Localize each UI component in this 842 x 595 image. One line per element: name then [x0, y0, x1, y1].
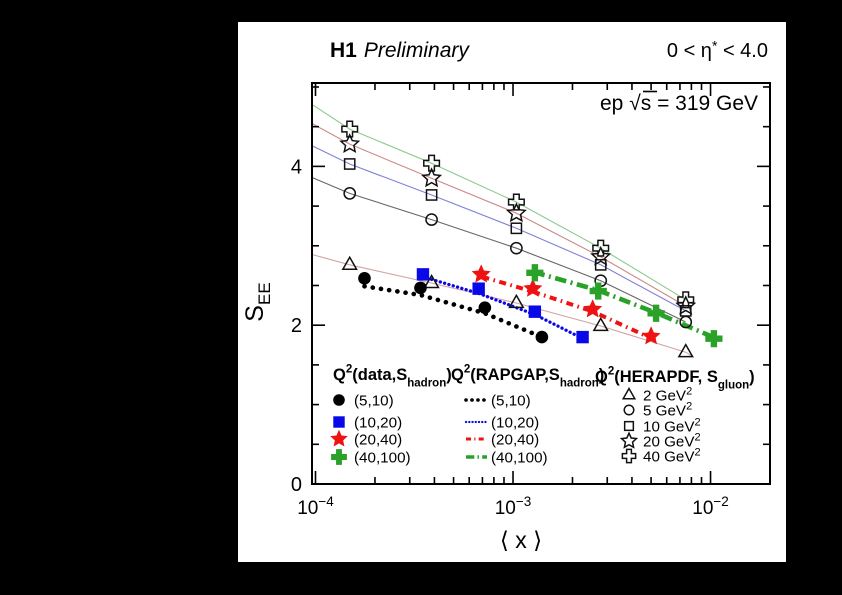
markers-layer — [339, 120, 723, 358]
herapdf-line-40-gev — [311, 103, 686, 301]
plot-frame — [311, 82, 771, 485]
marker-open-circle — [343, 187, 357, 200]
axes-layer: 10−4 10−3 10−2 0 2 4 — [291, 82, 771, 519]
marker-open-star — [339, 133, 361, 154]
legend-item-label: (40,100) — [354, 450, 411, 467]
marker-open-triangle — [677, 343, 694, 358]
marker-filled-plus — [705, 330, 723, 348]
marker-filled-star — [330, 429, 348, 447]
marker-filled-square — [333, 416, 345, 428]
x-axis-title: ⟨ x ⟩ — [500, 527, 542, 553]
marker-open-circle — [425, 213, 438, 226]
marker-filled-circle — [414, 281, 427, 295]
legend-item-label: 10 GeV2 — [643, 417, 701, 436]
marker-filled-square — [416, 268, 430, 281]
marker-filled-square — [472, 282, 485, 295]
legend-item-label: 2 GeV2 — [643, 386, 692, 405]
marker-open-plus — [677, 291, 695, 309]
legend-item-label: 5 GeV2 — [643, 401, 692, 420]
marker-filled-circle — [358, 272, 371, 285]
y-tick-label: 4 — [291, 156, 302, 178]
marker-open-square — [425, 189, 438, 201]
marker-filled-square — [576, 330, 589, 344]
legend-column-1: Q2(RAPGAP,Shadron) (5,10) (10,20)(20,40)(4… — [451, 364, 604, 467]
eta-range-label: 0 < η* < 4.0 — [667, 38, 768, 63]
rapgap-line-40100 — [532, 269, 724, 344]
herapdf-line-10-gev — [311, 145, 686, 312]
marker-open-square — [510, 222, 523, 235]
marker-filled-plus — [331, 449, 347, 465]
marker-open-circle — [510, 241, 523, 255]
rapgap-line-510 — [362, 284, 543, 339]
legend-item-label: (10,20) — [491, 415, 539, 432]
x-tick-label: 10−3 — [495, 494, 532, 519]
marker-filled-plus — [647, 304, 665, 322]
legend-header: Q2(HERAPDF, Sgluon) — [595, 366, 755, 392]
marker-open-triangle — [508, 293, 525, 309]
marker-filled-square — [528, 305, 542, 318]
legend-item-label: 40 GeV2 — [643, 447, 701, 466]
marker-open-plus — [621, 448, 637, 464]
y-axis-title: SEE — [241, 282, 274, 321]
marker-open-star — [590, 245, 612, 266]
x-tick-label: 10−4 — [297, 494, 334, 519]
experiment-title: H1 Preliminary — [330, 39, 470, 62]
marker-open-plus — [423, 154, 441, 172]
marker-filled-circle — [478, 301, 492, 315]
legend-item-label: (20,40) — [354, 432, 402, 449]
legend-item-label: (40,100) — [491, 450, 548, 467]
marker-filled-star — [641, 326, 661, 345]
marker-filled-star — [523, 278, 543, 297]
legend-item-label: (5,10) — [354, 393, 394, 410]
y-tick-label: 0 — [291, 474, 302, 496]
rapgap-line-1020 — [421, 275, 592, 344]
marker-open-plus — [341, 120, 359, 138]
legend: Q2(data,Shadron)(5,10)(10,20)(20,40)(40,… — [330, 364, 755, 467]
x-tick-label: 10−2 — [692, 494, 729, 519]
marker-open-triangle — [341, 255, 358, 270]
ep-sqrt-s-annotation: ep √s = 319 GeV — [600, 92, 758, 115]
marker-open-triangle — [592, 316, 609, 332]
marker-open-triangle — [423, 273, 440, 289]
marker-open-plus — [507, 193, 525, 211]
marker-open-circle — [623, 404, 635, 416]
marker-filled-circle — [535, 330, 549, 344]
marker-open-plus — [592, 239, 610, 257]
marker-open-square — [343, 158, 356, 170]
legend-item-label: (5,10) — [491, 393, 531, 410]
marker-filled-plus — [526, 264, 544, 282]
legend-item-label: (20,40) — [491, 432, 539, 449]
marker-filled-circle — [333, 394, 345, 406]
marker-filled-star — [583, 299, 603, 318]
legend-header: Q2(RAPGAP,Shadron) — [451, 364, 604, 390]
marker-open-square — [623, 420, 635, 432]
y-tick-label: 2 — [291, 315, 302, 337]
marker-filled-star — [471, 264, 491, 283]
marker-open-triangle — [621, 387, 637, 400]
herapdf-line-2-gev — [311, 253, 694, 358]
legend-item-label: (10,20) — [354, 415, 402, 432]
legend-column-0: Q2(data,Shadron) (5,10) (10,20)(20,40)(40,… — [330, 364, 452, 467]
legend-item-label: 20 GeV2 — [643, 432, 701, 451]
marker-filled-plus — [589, 282, 607, 300]
canvas — [238, 22, 786, 562]
herapdf-line-5-gev — [311, 176, 686, 323]
legend-header: Q2(data,Shadron) — [333, 364, 452, 390]
marker-open-star — [619, 431, 639, 449]
marker-open-star — [421, 167, 443, 188]
marker-open-star — [505, 202, 527, 223]
